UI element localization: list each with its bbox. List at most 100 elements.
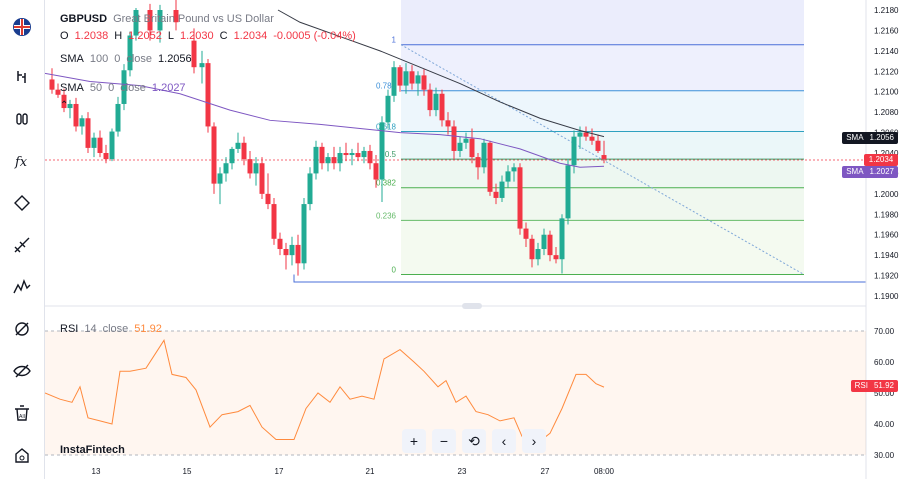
trend-line-icon[interactable] [7,104,37,134]
fib-level-label: 0 [392,266,397,275]
candle-body [211,126,217,184]
pane-resize-handle[interactable] [462,303,482,309]
candle-body [451,126,457,151]
candle-body [55,89,61,95]
rsi-tick-label: 40.00 [874,420,895,429]
time-tick-label: 15 [183,467,192,476]
shape-icon[interactable] [7,188,37,218]
lock-icon[interactable] [7,440,37,470]
time-tick-label: 08:00 [594,467,615,476]
price-tick-label: 1.1940 [874,251,899,260]
candle-body [433,93,439,111]
candle-body [61,94,67,109]
candle-body [469,138,475,158]
candle-body [343,153,349,156]
plus-icon: + [409,433,419,449]
candle-body [403,71,409,86]
measure-icon[interactable] [7,314,37,344]
chart-navigation: + − ⟲ ‹ › [402,429,546,453]
candle-body [235,142,241,149]
candle-body [173,10,179,23]
reset-icon: ⟲ [468,432,480,449]
candle-body [457,142,463,151]
eye-off-icon[interactable] [7,356,37,386]
sma100-period: 100 [89,53,109,65]
candle-body [397,67,403,86]
scroll-left-button[interactable]: ‹ [492,429,516,453]
rsi-tag: RSI 51.92 [850,380,898,392]
sma50-period: 50 [89,82,103,94]
candle-body [223,163,229,174]
zoom-in-button[interactable]: + [402,429,426,453]
chevron-left-icon: ‹ [501,433,507,449]
candle-body [415,75,421,84]
ohlc-open: 1.2038 [74,30,109,42]
chevron-right-icon: › [531,433,537,449]
candle-body [127,35,133,71]
price-tick-label: 1.2100 [874,88,899,97]
candle-body [505,171,511,182]
rsi-tick-label: 50.00 [874,389,895,398]
candle-body [289,244,295,256]
candle-body [439,93,445,121]
price-tag: 1.2034 [864,154,898,166]
pattern-icon[interactable] [7,230,37,260]
candle-body [307,173,313,205]
candle-body [191,40,197,68]
cursor-icon[interactable] [7,62,37,92]
candle-body [445,120,451,127]
sma50-value: 1.2027 [151,82,186,94]
ohlc-high: 1.2052 [128,30,162,42]
candle-body [91,137,97,148]
candle-body [147,10,153,31]
trash-icon[interactable]: All [7,398,37,428]
ohlc-close: 1.2034 [233,30,268,42]
rsi-name: RSI [60,323,79,335]
zoom-out-button[interactable]: − [432,429,456,453]
collapse-chevron-icon[interactable]: ⌃ [60,97,356,111]
price-tick-label: 1.1980 [874,210,899,219]
reset-button[interactable]: ⟲ [462,429,486,453]
rsi-legend[interactable]: RSI 14 close 51.92 [60,323,162,335]
fib-level-label: 0.382 [376,179,397,188]
price-tick-label: 1.2140 [874,47,899,56]
rsi-tick-label: 70.00 [874,327,895,336]
candle-body [493,191,499,198]
rsi-axis[interactable]: 70.00 60.00 50.00 40.00 30.00 [874,327,895,460]
candle-body [523,228,529,239]
candle-body [133,10,139,36]
fibonacci-retracement[interactable]: 1 0.786 0.618 0.5 0.382 0.236 0 [293,0,866,283]
candle-body [241,142,247,160]
sma50-line[interactable] [45,72,605,168]
chart-canvas[interactable]: 1 0.786 0.618 0.5 0.382 0.236 0 1.2180 1.2160 1.… [45,0,900,479]
candle-body [541,234,547,250]
candle-body [463,138,469,143]
gbpusd-flag-icon[interactable] [7,12,37,42]
rsi-tag-value: 51.92 [873,381,894,390]
sma50-legend[interactable]: SMA 50 0 close 1.2027 [60,80,356,97]
candle-body [511,167,517,172]
time-tick-label: 17 [275,467,284,476]
svg-text:fx: fx [14,155,28,170]
candlestick-series[interactable] [49,0,607,276]
price-tick-label: 1.2080 [874,108,899,117]
sma100-line[interactable] [277,9,605,138]
symbol-label[interactable]: GBPUSD [60,13,108,25]
time-axis[interactable]: 13 15 17 21 23 27 08:00 [92,467,615,476]
candle-body [385,95,391,123]
candle-body [421,75,427,90]
brand-logo: InstaFintech [60,444,125,456]
rsi-tick-label: 60.00 [874,358,895,367]
price-tick-label: 1.1900 [874,292,899,301]
candle-body [571,136,577,166]
sma50-tag: SMA 1.2027 [842,166,898,178]
scroll-right-button[interactable]: › [522,429,546,453]
prediction-icon[interactable] [7,272,37,302]
candle-body [49,79,55,90]
price-tick-label: 1.2160 [874,26,899,35]
fx-icon[interactable]: fx [7,146,37,176]
sma50-name: SMA [60,82,84,94]
price-tick-label: 1.2040 [874,149,899,158]
price-tick-label: 1.2000 [874,190,899,199]
sma100-legend[interactable]: SMA 100 0 close 1.2056 [60,51,356,68]
